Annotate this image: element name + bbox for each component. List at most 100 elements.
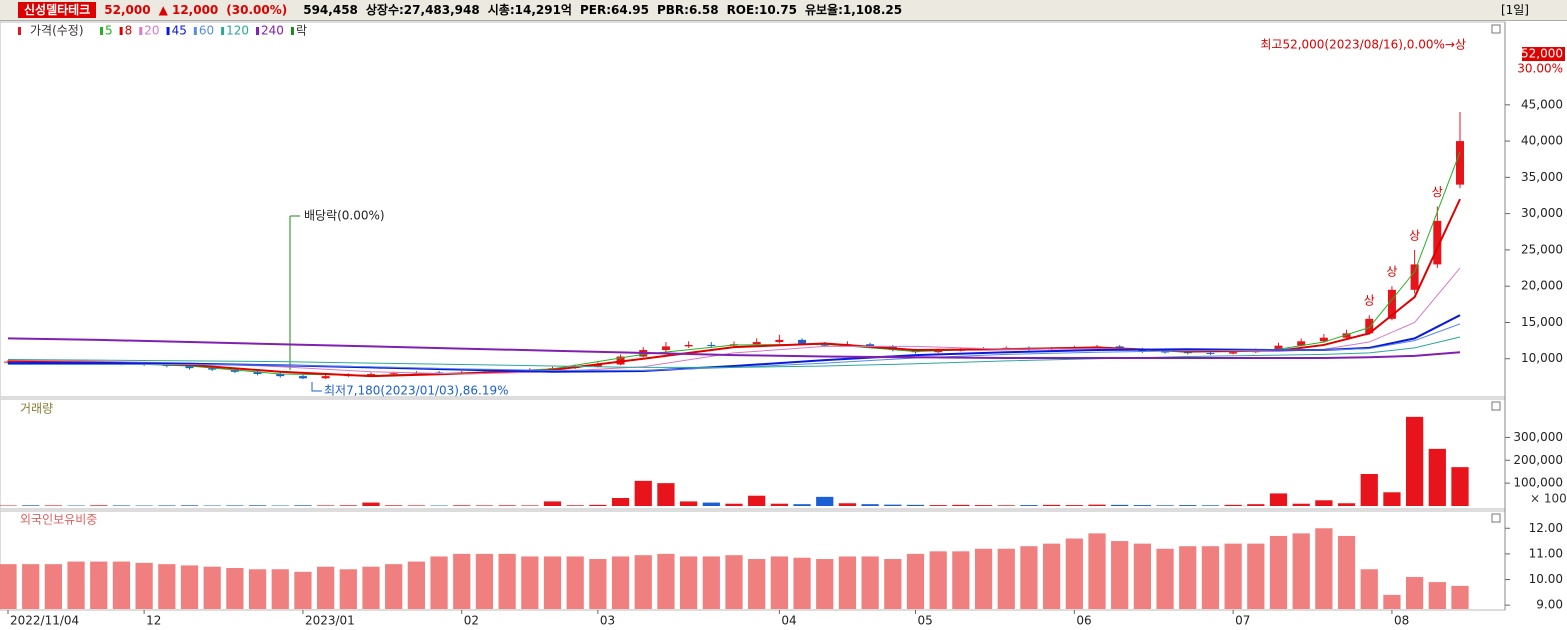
limit-up-mark: 상 [1386, 265, 1397, 279]
ma-line [7, 336, 1461, 368]
bar [974, 505, 993, 506]
y-tick-label: 30,000 [1521, 206, 1563, 220]
bar [884, 559, 902, 609]
bar [1406, 576, 1424, 609]
bar [475, 553, 494, 609]
bar [180, 565, 199, 609]
y-tick-label: 12.00 [1529, 521, 1563, 535]
bar [158, 505, 176, 506]
bar [226, 505, 244, 506]
legend-label: 120 [226, 24, 249, 38]
bar [1133, 543, 1151, 609]
bar [1065, 538, 1083, 609]
bar [339, 569, 357, 609]
candle-body [934, 350, 943, 353]
bar [1111, 541, 1129, 609]
bar [997, 505, 1015, 506]
bar [1315, 500, 1333, 506]
limit-up-mark: 상 [1432, 185, 1443, 199]
y-tick-label: 9.00 [1536, 598, 1563, 612]
bar [1315, 528, 1333, 609]
bar [748, 495, 766, 506]
bar [725, 555, 743, 609]
bar [1337, 503, 1356, 506]
candle-body [1229, 352, 1238, 354]
bar [1428, 582, 1446, 609]
price: 52,000 [104, 3, 151, 17]
bar [248, 569, 267, 609]
candle-body [593, 364, 602, 367]
bar [521, 505, 539, 506]
legend-swatch [193, 27, 197, 35]
bar [543, 556, 562, 609]
bar [385, 564, 403, 609]
bar [180, 505, 199, 506]
bar [838, 556, 857, 609]
bar [475, 505, 494, 506]
bar [294, 571, 312, 609]
candle-body [389, 373, 398, 375]
legend-label: 8 [125, 24, 133, 38]
candle-body [775, 339, 784, 343]
x-tick-label: 03 [600, 614, 615, 628]
y-tick-label: 200,000 [1513, 453, 1563, 467]
candle-body [707, 344, 716, 346]
price-panel [0, 21, 1506, 398]
price-legend-title: 가격(수정) [30, 24, 84, 38]
bar [90, 561, 108, 609]
bar [112, 505, 131, 506]
bar [793, 557, 811, 609]
bar [1451, 585, 1469, 609]
dividend-label: 배당락(0.00%) [304, 209, 385, 223]
bar [90, 505, 108, 506]
bar [589, 504, 607, 506]
candle-body [185, 365, 194, 369]
limit-up-mark: 상 [1364, 294, 1375, 308]
legend-label: 락 [296, 24, 307, 38]
bar [1133, 505, 1151, 506]
stock-name[interactable]: 신성델타테크 [18, 2, 97, 18]
bar [1179, 505, 1197, 506]
bar [317, 566, 335, 609]
bar [657, 553, 675, 609]
x-tick-label: 12 [146, 614, 161, 628]
bar [135, 562, 153, 609]
y-tick-label: 40,000 [1521, 134, 1563, 148]
ma-line [8, 323, 1461, 371]
candle-body [684, 344, 693, 347]
bar [1360, 569, 1378, 609]
bar [793, 504, 811, 506]
bar [611, 498, 630, 506]
bar [1179, 546, 1197, 609]
bar [1451, 467, 1469, 506]
price-tag [1522, 47, 1565, 62]
candle-body [208, 368, 217, 370]
x-tick-label: 02 [464, 614, 479, 628]
bar [22, 505, 40, 506]
legend-swatch [166, 27, 170, 35]
candle-body [1274, 345, 1283, 351]
legend-swatch [119, 27, 123, 35]
bar [816, 559, 834, 609]
change: ▲ 12,000 (30.00%) [158, 3, 288, 17]
foreign-title: 외국인보유비중 [20, 513, 97, 527]
candle-body [367, 373, 375, 375]
bar [1020, 546, 1038, 609]
bar [1111, 504, 1129, 506]
candle-body [1206, 352, 1215, 354]
roe: ROE:10.75 [726, 3, 797, 17]
bar [112, 561, 131, 609]
period[interactable]: [1일] [1500, 3, 1529, 17]
panel-controls[interactable] [1491, 24, 1501, 523]
bar [339, 505, 357, 506]
candle-body [1410, 264, 1419, 290]
candle-body [1319, 337, 1328, 342]
legend-label: 240 [261, 24, 284, 38]
bar [566, 556, 584, 609]
bar [453, 553, 471, 609]
bar [884, 504, 902, 506]
y-tick-label: 10,000 [1521, 351, 1563, 365]
legend-label: 60 [199, 24, 214, 38]
chart: 배당락(0.00%) 최저7,180(2023/01/03),86.19% 최고… [0, 21, 1567, 628]
bar [0, 564, 17, 609]
